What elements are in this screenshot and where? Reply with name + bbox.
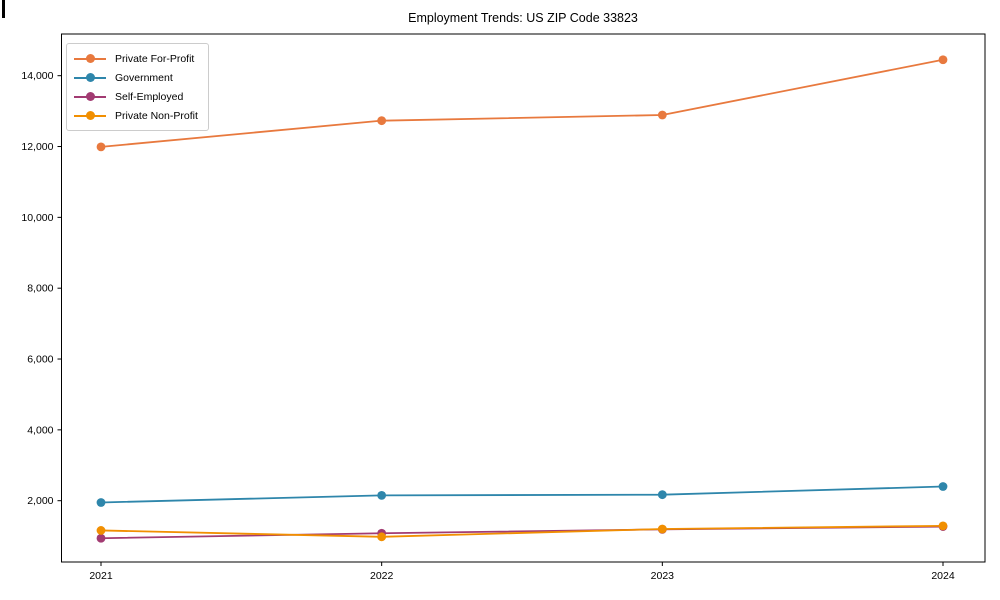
y-tick-label: 8,000 bbox=[27, 283, 53, 295]
series-line-private-non-profit bbox=[100, 524, 944, 538]
y-tick-label: 14,000 bbox=[21, 70, 53, 82]
legend: Private For-Profit Government Self-Employe… bbox=[66, 43, 209, 131]
plot-border bbox=[61, 33, 986, 563]
data-point-self-employed bbox=[96, 533, 106, 543]
data-point-private-for-profit bbox=[96, 142, 106, 152]
chart-title: Employment Trends: US ZIP Code 33823 bbox=[408, 11, 638, 25]
legend-item-government: Government bbox=[74, 68, 200, 87]
data-point-private-non-profit bbox=[938, 521, 948, 531]
y-tick-label: 10,000 bbox=[21, 212, 53, 224]
x-tick-label: 2024 bbox=[931, 570, 955, 582]
x-tick-label: 2023 bbox=[651, 570, 675, 582]
legend-label: Private For-Profit bbox=[115, 52, 195, 65]
screen-edge-artifact bbox=[2, 0, 5, 18]
data-point-government bbox=[938, 482, 948, 491]
legend-item-private-for-profit: Private For-Profit bbox=[74, 49, 200, 68]
data-point-private-non-profit bbox=[657, 524, 667, 534]
legend-marker-icon bbox=[74, 111, 106, 120]
legend-label: Government bbox=[115, 71, 173, 84]
y-tick-label: 4,000 bbox=[27, 424, 53, 436]
x-tick-label: 2021 bbox=[89, 570, 113, 582]
series-line-private-for-profit bbox=[100, 58, 944, 148]
legend-marker-icon bbox=[74, 54, 106, 63]
legend-item-private-non-profit: Private Non-Profit bbox=[74, 106, 200, 125]
data-point-private-for-profit bbox=[938, 55, 948, 65]
legend-marker-icon bbox=[74, 73, 106, 82]
legend-label: Self-Employed bbox=[115, 90, 184, 103]
data-point-private-non-profit bbox=[96, 526, 106, 535]
y-tick-label: 12,000 bbox=[21, 141, 53, 153]
legend-label: Private Non-Profit bbox=[115, 109, 198, 122]
data-point-government bbox=[377, 490, 387, 500]
x-tick-label: 2022 bbox=[370, 570, 394, 582]
data-point-private-non-profit bbox=[377, 532, 387, 542]
y-tick-label: 6,000 bbox=[27, 354, 53, 366]
series-line-government bbox=[100, 485, 944, 504]
legend-marker-icon bbox=[74, 92, 106, 101]
data-point-private-for-profit bbox=[377, 116, 387, 126]
data-point-government bbox=[96, 498, 106, 507]
y-tick-label: 2,000 bbox=[27, 495, 53, 507]
data-point-government bbox=[657, 490, 667, 500]
legend-item-self-employed: Self-Employed bbox=[74, 87, 200, 106]
data-point-private-for-profit bbox=[657, 110, 667, 120]
